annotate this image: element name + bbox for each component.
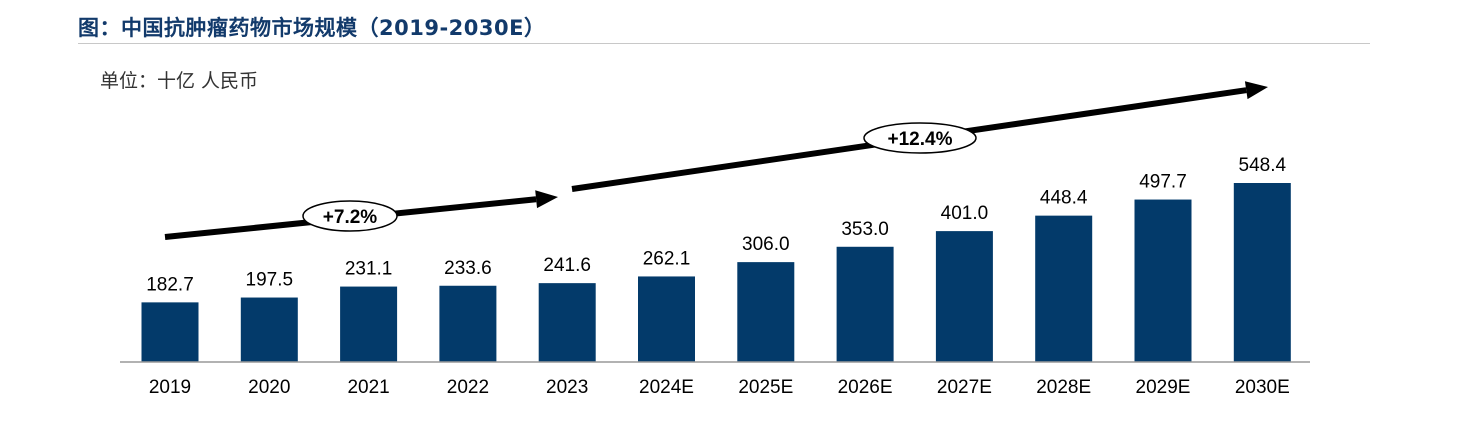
bar-2030E	[1233, 183, 1291, 362]
cagr-arrow-2: +12.4%	[571, 81, 1268, 192]
value-label-2027E: 401.0	[941, 203, 989, 224]
bar-2024E	[638, 276, 695, 362]
x-tick-label-2028E: 2028E	[1036, 377, 1091, 398]
value-label-2029E: 497.7	[1139, 172, 1187, 193]
value-label-2024E: 262.1	[643, 248, 691, 269]
value-label-2025E: 306.0	[742, 234, 790, 255]
x-tick-label-2023: 2023	[546, 377, 588, 398]
bar-2021	[340, 286, 398, 362]
x-tick-label-2030E: 2030E	[1235, 377, 1290, 398]
bar-2028E	[1035, 215, 1093, 362]
value-label-2021: 231.1	[345, 259, 393, 280]
x-tick-label-2026E: 2026E	[838, 377, 893, 398]
bar-2023	[538, 283, 596, 362]
bar-2029E	[1134, 199, 1192, 362]
cagr-bubble-1	[302, 200, 398, 232]
cagr-arrow-1: +7.2%	[164, 190, 558, 240]
x-tick-label-2022: 2022	[447, 377, 489, 398]
x-tick-label-2019: 2019	[149, 377, 191, 398]
bars-group	[141, 183, 1291, 362]
x-tick-label-2025E: 2025E	[738, 377, 793, 398]
value-label-2019: 182.7	[146, 274, 194, 295]
x-tick-label-2024E: 2024E	[639, 377, 694, 398]
bar-2019	[141, 302, 199, 362]
value-labels-group: 182.7 197.5 231.1 233.6 241.6 262.1 306.0 353.0…	[146, 155, 1286, 295]
bar-2020	[240, 297, 298, 362]
title-divider	[78, 43, 1370, 44]
value-label-2030E: 548.4	[1239, 155, 1287, 176]
cagr-label-1: +7.2%	[323, 207, 378, 228]
x-tick-label-2020: 2020	[248, 377, 290, 398]
cagr-arrowhead-1	[535, 190, 558, 209]
x-tick-label-2021: 2021	[347, 377, 389, 398]
value-label-2020: 197.5	[246, 270, 294, 291]
x-tick-labels-group: 2019 2020 2021 2022 2023 2024E 2025E 2026E 2027E…	[149, 377, 1290, 398]
bar-2022	[439, 285, 497, 362]
cagr-bubble-2	[863, 122, 977, 154]
unit-label: 单位：十亿 人民币	[100, 70, 259, 92]
value-label-2026E: 353.0	[841, 219, 889, 240]
value-label-2022: 233.6	[444, 258, 492, 279]
bar-2025E	[737, 262, 795, 362]
cagr-label-2: +12.4%	[888, 129, 953, 150]
x-tick-label-2029E: 2029E	[1136, 377, 1191, 398]
x-tick-label-2027E: 2027E	[937, 377, 992, 398]
chart-title: 图：中国抗肿瘤药物市场规模（2019-2030E）	[78, 16, 546, 40]
bar-2027E	[935, 231, 993, 362]
bar-2026E	[836, 246, 894, 362]
cagr-arrows-group: +7.2% +12.4%	[164, 81, 1268, 240]
value-label-2023: 241.6	[543, 255, 591, 276]
cagr-arrowhead-2	[1244, 81, 1268, 100]
value-label-2028E: 448.4	[1040, 188, 1088, 209]
